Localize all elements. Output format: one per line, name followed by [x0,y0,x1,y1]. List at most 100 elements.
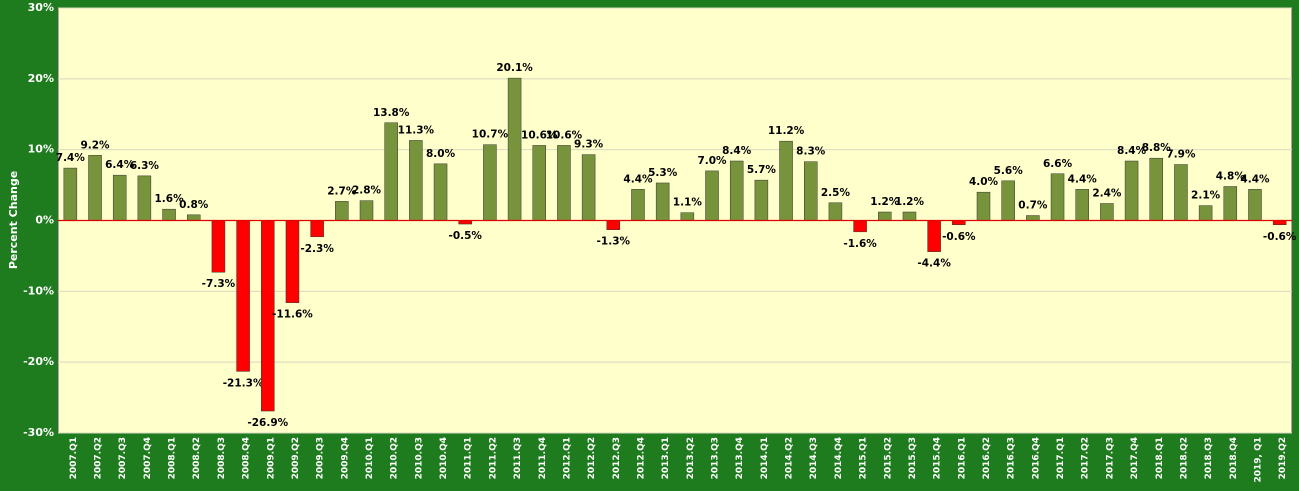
x-tick-label: 2009.Q2 [291,437,301,479]
x-tick-label: 2018.Q4 [1229,437,1239,479]
value-label: -11.6% [272,309,313,321]
bar [828,202,843,221]
x-tick-label: 2017.Q2 [1081,437,1091,479]
x-tick-label: 2007.Q4 [143,437,153,479]
bar [1223,186,1238,221]
value-label: 8.4% [1117,145,1147,157]
y-tick-label: 20% [28,72,54,85]
x-tick-label: 2014.Q4 [834,437,844,479]
value-label: 5.7% [747,164,777,176]
value-label: 6.6% [1043,158,1073,170]
bar [359,200,374,221]
y-tick-label: -30% [23,426,54,439]
x-tick-label: 2013.Q3 [711,437,721,479]
value-label: 6.4% [105,159,135,171]
y-tick-label: -10% [23,284,54,297]
x-tick-label: 2009.Q3 [316,437,326,479]
x-tick-label: 2010.Q1 [365,437,375,479]
value-label: 10.6% [546,129,583,141]
value-label: 0.8% [179,199,209,211]
y-tick-label: 10% [28,143,54,156]
value-label: -4.4% [917,258,951,270]
y-axis-label: Percent Change [7,171,20,269]
bar [507,77,522,221]
x-tick-label: 2013.Q4 [735,437,745,479]
bar [433,163,448,221]
value-label: 1.6% [154,193,184,205]
bar [137,175,152,221]
value-label: 4.0% [969,176,999,188]
value-label: -1.6% [843,238,877,250]
value-label: 7.9% [1166,149,1196,161]
bar [1174,164,1188,221]
x-tick-label: 2008.Q1 [168,437,178,479]
value-label: -7.3% [202,278,236,290]
bar [285,220,300,303]
bar [803,161,818,221]
bar [1198,205,1213,221]
x-tick-label: 2018.Q2 [1179,437,1189,479]
bar [112,174,127,221]
bar [606,220,621,230]
value-label: 5.6% [994,165,1024,177]
y-tick-label: 0% [35,214,54,227]
value-label: -0.6% [942,231,976,243]
x-tick-label: 2009.Q4 [340,437,350,479]
x-tick-label: 2018.Q1 [1155,437,1165,479]
bar [927,220,941,252]
x-tick-label: 2011.Q1 [464,437,474,479]
bar [655,182,670,221]
value-label: -0.5% [448,230,482,242]
value-label: 4.8% [1216,171,1246,183]
x-tick-label: 2016.Q4 [1031,437,1041,479]
value-label: 10.6% [521,129,558,141]
bar [952,220,966,225]
x-tick-label: 2017.Q3 [1105,437,1115,479]
bar [483,144,497,221]
value-label: 11.3% [398,124,435,136]
bar [680,212,695,221]
bar [1272,220,1287,225]
x-tick-label: 2014.Q2 [785,437,795,479]
bar [1050,173,1065,221]
x-tick-label: 2016.Q1 [957,437,967,479]
bar [1026,215,1040,221]
x-tick-label: 2018.Q3 [1204,437,1214,479]
x-tick-label: 2013.Q2 [686,437,696,479]
bar [384,122,398,221]
y-tick-label: -20% [23,355,54,368]
value-label: 4.4% [623,173,653,185]
value-label: 7.0% [697,155,727,167]
bar [853,220,867,233]
value-label: 8.0% [426,148,456,160]
bar [779,140,793,221]
bar [729,160,744,221]
bar [557,145,571,221]
bar [236,220,250,372]
value-label: 2.5% [821,187,851,199]
bar [705,170,719,221]
bar [63,167,78,221]
value-label: 13.8% [373,107,410,119]
bar [581,154,596,221]
value-label: -21.3% [223,377,264,389]
bar [409,140,423,221]
x-tick-label: 2008.Q4 [242,437,252,479]
bar [1075,189,1089,221]
bar [878,211,892,221]
value-label: 1.1% [673,197,703,209]
x-tick-label: 2008.Q2 [192,437,202,479]
x-tick-label: 2007.Q2 [94,437,104,479]
value-label: 8.8% [1142,142,1172,154]
value-label: 10.7% [472,129,509,141]
value-label: 11.2% [768,125,805,137]
bar [211,220,226,273]
x-tick-label: 2009.Q1 [266,437,276,479]
value-label: -0.6% [1263,231,1297,243]
bar [1149,157,1164,221]
bar [1248,189,1262,221]
value-label: -1.3% [597,236,631,248]
x-tick-label: 2015.Q3 [908,437,918,479]
x-tick-label: 2017.Q1 [1056,437,1066,479]
